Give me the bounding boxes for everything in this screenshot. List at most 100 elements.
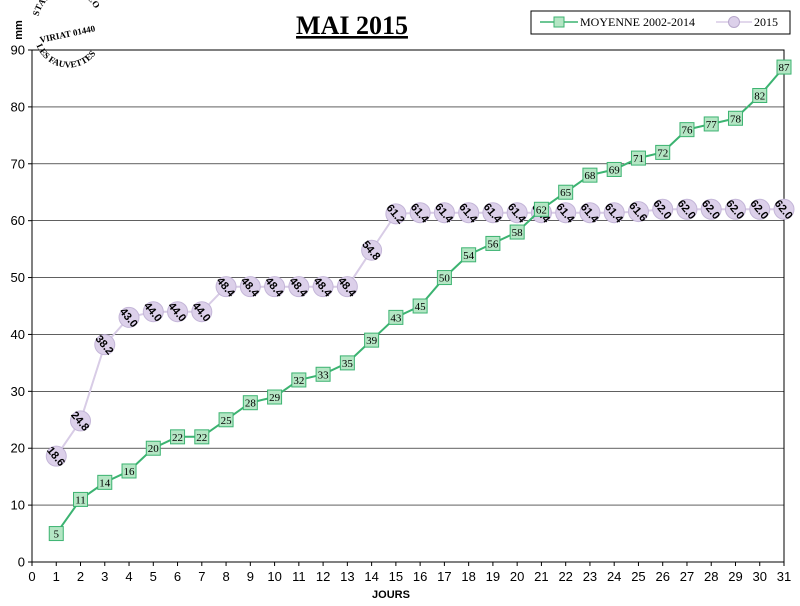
data-label-moyenne: 69	[609, 164, 621, 176]
y-tick-label: 20	[11, 441, 25, 456]
data-label-moyenne: 14	[99, 477, 111, 489]
point-2015-day-16	[409, 202, 431, 224]
data-label-moyenne: 11	[75, 494, 86, 506]
point-2015-day-30	[749, 198, 771, 220]
point-moyenne-day-24	[606, 161, 622, 177]
point-moyenne-day-14	[364, 332, 380, 348]
point-2015-day-11	[288, 276, 310, 298]
point-moyenne-day-9	[242, 395, 258, 411]
station-stamp-logo: STATION METEO VIRIAT 01440 LES FAUVETTES	[31, 0, 102, 70]
y-tick-labels: 0 10 20 30 40 50 60 70 80 90	[11, 43, 25, 570]
point-2015-day-17	[433, 202, 455, 224]
point-moyenne-day-12	[315, 366, 331, 382]
point-moyenne-day-10	[267, 389, 283, 405]
legend-marker-2015	[728, 16, 740, 28]
series-layer: 18.624.838.243.0 44.0 44.0 44.048.4 48.4 48.4…	[44, 59, 795, 542]
data-label-moyenne: 20	[148, 443, 160, 455]
x-tick-label: 23	[583, 569, 597, 584]
data-label-moyenne: 29	[269, 392, 281, 404]
point-2015-day-15	[385, 203, 407, 225]
y-axis-label: mm	[13, 20, 25, 40]
x-tick-label: 6	[174, 569, 181, 584]
plot-area	[31, 49, 785, 563]
point-moyenne-day-18	[461, 247, 477, 263]
x-tick-label: 22	[558, 569, 572, 584]
point-moyenne-day-16	[412, 298, 428, 314]
x-tick-label: 12	[316, 569, 330, 584]
point-moyenne-day-7	[194, 429, 210, 445]
y-tick-label: 90	[11, 43, 25, 58]
data-label-moyenne: 16	[124, 466, 136, 478]
data-label-moyenne: 56	[487, 238, 499, 250]
x-tick-label: 2	[77, 569, 84, 584]
y-tick-label: 70	[11, 156, 25, 171]
series-moyenne: 5 11 14 16 20 22 22 25 28 29 32 33 35 39 43 45 50 54 56 58 6…	[48, 59, 792, 542]
data-label-moyenne: 68	[584, 170, 596, 182]
x-tick-label: 16	[413, 569, 427, 584]
data-label-moyenne: 22	[172, 432, 183, 444]
x-tick-label: 13	[340, 569, 354, 584]
point-moyenne-day-1	[48, 526, 64, 542]
data-label-moyenne: 72	[657, 147, 668, 159]
data-label-moyenne: 78	[730, 113, 742, 125]
point-moyenne-day-3	[97, 474, 113, 490]
x-tick-label: 29	[728, 569, 742, 584]
x-tick-label: 9	[247, 569, 254, 584]
point-2015-day-8	[215, 276, 237, 298]
point-moyenne-day-6	[170, 429, 186, 445]
point-2015-day-4	[118, 306, 140, 328]
point-moyenne-day-8	[218, 412, 234, 428]
point-2015-day-7	[191, 301, 213, 323]
y-tick-label: 0	[18, 555, 25, 570]
series-2015: 18.624.838.243.0 44.0 44.0 44.048.4 48.4 48.4…	[44, 198, 795, 469]
point-2015-day-6	[167, 301, 189, 323]
legend-label-2015: 2015	[754, 15, 778, 29]
point-2015-day-19	[482, 202, 504, 224]
point-2015-day-1	[45, 445, 67, 467]
data-label-moyenne: 33	[318, 369, 330, 381]
point-2015-day-20	[506, 202, 528, 224]
data-label-moyenne: 25	[221, 415, 233, 427]
y-tick-label: 40	[11, 327, 25, 342]
point-2015-day-9	[239, 276, 261, 298]
data-label-moyenne: 76	[681, 125, 693, 137]
y-tick-label: 10	[11, 498, 25, 513]
x-tick-label: 8	[222, 569, 229, 584]
data-label-moyenne: 35	[342, 358, 354, 370]
point-moyenne-day-27	[679, 122, 695, 138]
point-moyenne-day-26	[655, 144, 671, 160]
x-tick-label: 11	[292, 569, 306, 584]
x-tick-label: 7	[198, 569, 205, 584]
y-tick-label: 60	[11, 213, 25, 228]
x-tick-label: 21	[534, 569, 548, 584]
point-moyenne-day-31	[776, 59, 792, 75]
point-2015-day-25	[627, 201, 649, 223]
x-tick-labels: 0 1 2 3 4 5 6 7 8 9 10 11 12 13 14 15 16 17 18 19 20 21 22 23 24…	[28, 569, 791, 584]
axes	[28, 49, 785, 566]
data-label-moyenne: 82	[754, 91, 765, 103]
x-tick-label: 10	[267, 569, 281, 584]
legend-label-moyenne: MOYENNE 2002-2014	[580, 15, 695, 29]
chart-title: MAI 2015	[296, 11, 408, 40]
data-label-moyenne: 54	[463, 250, 475, 262]
x-tick-label: 25	[631, 569, 645, 584]
data-label-moyenne: 5	[54, 529, 60, 541]
point-moyenne-day-19	[485, 235, 501, 251]
data-label-moyenne: 77	[706, 119, 718, 131]
x-tick-label: 17	[437, 569, 451, 584]
point-moyenne-day-25	[630, 150, 646, 166]
y-tick-label: 50	[11, 270, 25, 285]
point-moyenne-day-2	[73, 491, 89, 507]
data-label-moyenne: 65	[560, 187, 572, 199]
x-tick-label: 31	[777, 569, 791, 584]
stamp-line-3: LES FAUVETTES	[35, 42, 98, 70]
point-2015-day-26	[652, 198, 674, 220]
point-moyenne-day-21	[533, 201, 549, 217]
point-moyenne-day-30	[752, 88, 768, 104]
point-2015-day-13	[336, 276, 358, 298]
data-label-moyenne: 32	[293, 375, 304, 387]
point-moyenne-day-13	[339, 355, 355, 371]
point-2015-day-12	[312, 276, 334, 298]
stamp-line-2: VIRIAT 01440	[39, 23, 97, 45]
y-tick-label: 80	[11, 99, 25, 114]
